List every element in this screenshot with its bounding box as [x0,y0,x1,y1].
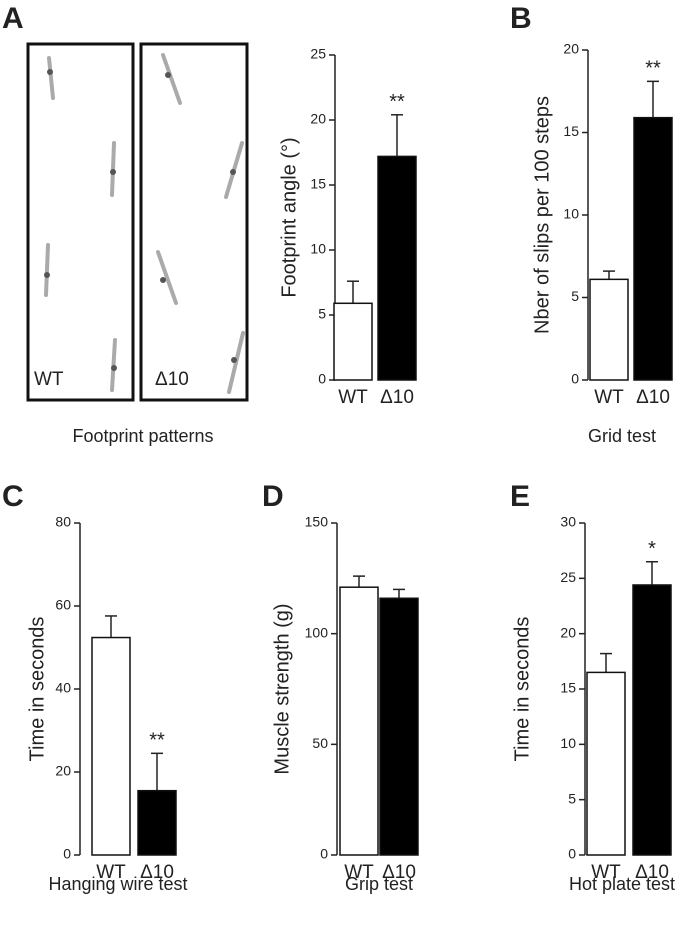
y-tick-label: 0 [571,371,579,387]
y-tick-label: 10 [560,735,576,751]
y-tick-label: 20 [563,41,579,57]
y-tick-label: 0 [320,846,328,862]
bar [339,586,379,856]
y-tick-label: 20 [310,111,326,127]
bar [333,302,373,381]
x-tick-label: Δ10 [382,862,416,883]
panel-caption: Hot plate test [569,874,675,894]
footprint-frame [139,42,249,402]
footprint-label: Δ10 [155,369,189,390]
y-tick-label: 40 [55,680,71,696]
bar [91,636,131,856]
significance: ** [149,730,165,752]
y-tick-label: 15 [310,176,326,192]
significance: ** [645,58,661,80]
y-axis-label: Time in seconds [511,617,533,762]
y-axis-label: Muscle strength (g) [271,603,293,774]
bar [633,116,673,381]
panel-letter: D [262,480,284,513]
x-tick-label: Δ10 [140,862,174,883]
x-tick-label: Δ10 [380,387,414,408]
bar [632,584,672,856]
y-tick-label: 100 [305,624,329,640]
y-tick-label: 30 [560,514,576,530]
y-axis-label: Nber of slips per 100 steps [531,96,553,334]
panel-letter: B [510,2,532,35]
panel-letter: C [2,480,24,513]
panel-caption: Footprint patterns [72,426,213,446]
significance: ** [389,91,405,113]
footprint-label: WT [34,369,64,390]
panel-caption: Grid test [588,426,656,446]
y-tick-label: 80 [55,514,71,530]
x-tick-label: WT [344,862,374,883]
y-tick-label: 25 [560,569,576,585]
x-tick-label: WT [594,387,624,408]
y-tick-label: 20 [560,624,576,640]
footprint-frame [26,42,135,402]
panel-caption: Hanging wire test [48,874,187,894]
panel-letter: E [510,480,530,513]
y-tick-label: 60 [55,597,71,613]
x-tick-label: WT [338,387,368,408]
y-tick-label: 0 [568,846,576,862]
y-axis-label: Time in seconds [26,617,48,762]
bar [379,597,419,856]
x-tick-label: WT [96,862,126,883]
y-tick-label: 50 [312,735,328,751]
x-tick-label: Δ10 [635,862,669,883]
x-tick-label: WT [591,862,621,883]
y-tick-label: 5 [568,790,576,806]
y-tick-label: 0 [63,846,71,862]
y-tick-label: 15 [563,123,579,139]
y-tick-label: 25 [310,46,326,62]
footprints [26,42,249,402]
bar [586,671,626,856]
significance: * [648,538,656,560]
y-tick-label: 0 [318,371,326,387]
y-tick-label: 15 [560,680,576,696]
bar [377,155,417,381]
y-tick-label: 150 [305,514,329,530]
y-tick-label: 10 [563,206,579,222]
panel-letter: A [2,2,24,35]
y-tick-label: 10 [310,241,326,257]
y-axis-label: Footprint angle (°) [278,137,300,297]
panel-caption: Grip test [345,874,413,894]
y-tick-label: 20 [55,763,71,779]
bar [589,278,629,381]
bar [137,789,177,856]
y-tick-label: 5 [318,306,326,322]
y-tick-label: 5 [571,288,579,304]
x-tick-label: Δ10 [636,387,670,408]
